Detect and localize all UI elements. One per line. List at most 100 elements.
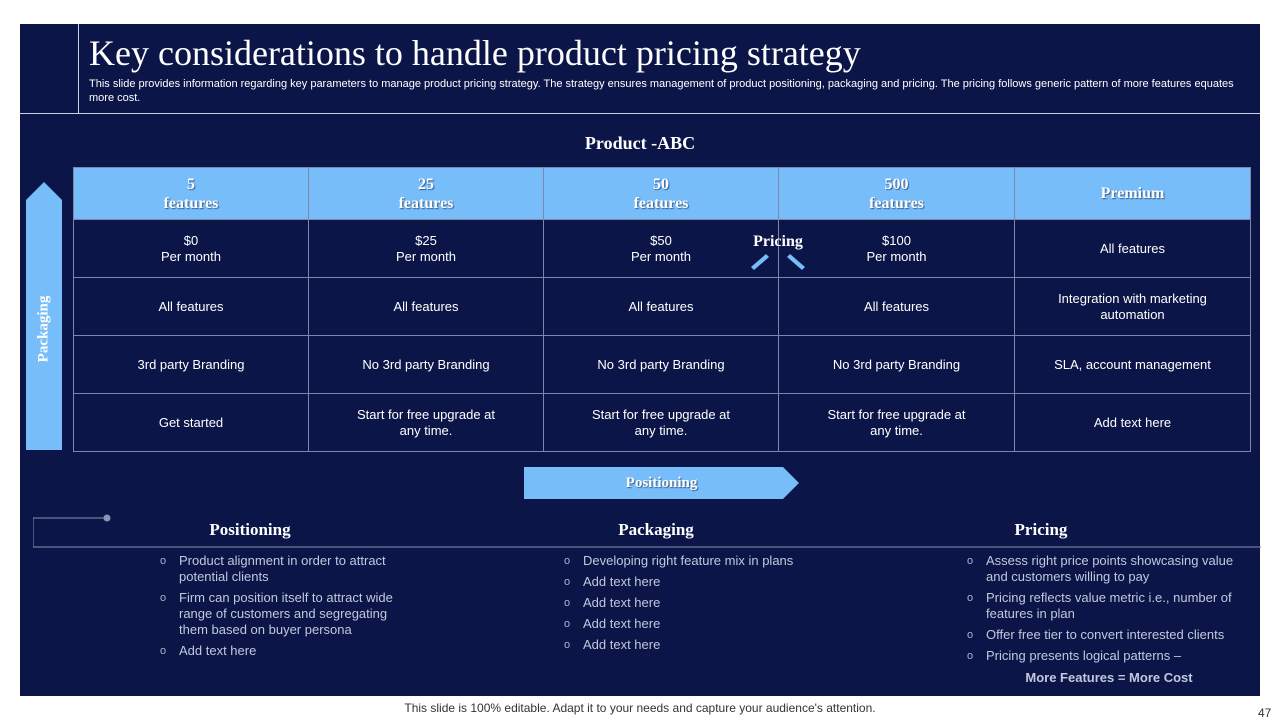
positioning-bullet-list: Product alignment in order to attract po… [160,553,412,664]
list-item: Add text here [564,595,834,611]
cell-line1: All features [1099,240,1166,256]
tier-header-line2: features [633,194,689,212]
tier-header-line1: 500 [884,175,909,193]
slide: Key considerations to handle product pri… [20,24,1261,696]
table-header-row: 5 features 25 features 50 features 500 featu… [73,167,1251,220]
table-cell: $25 Per month [308,219,544,278]
tier-header-line2: features [163,194,219,212]
pricing-arrows-icon [751,254,805,270]
packaging-side-label-text: Packaging [35,295,52,363]
section-connector-line [33,514,1261,548]
table-row: All features All features All features A… [73,277,1251,336]
table-cell: No 3rd party Branding [308,335,544,394]
slide-subtitle: This slide provides information regardin… [89,78,1234,104]
cell-line2: Per month [161,248,221,264]
cell-line1: All features [393,298,459,314]
tier-header-line1: 25 [418,175,434,193]
table-row: $0 Per month $25 Per month $50 Per month $1… [73,219,1251,278]
cell-line1: Start for free upgrade at [827,406,966,422]
table-cell: No 3rd party Branding [543,335,779,394]
slide-title: Key considerations to handle product pri… [89,33,861,73]
tier-header-line1: 50 [653,175,669,193]
table-cell: All features [308,277,544,336]
tier-header-line2: features [869,194,924,212]
cell-line2: any time. [634,422,688,438]
pricing-heading: Pricing [1014,520,1068,539]
table-cell: 3rd party Branding [73,335,309,394]
list-item: Add text here [160,643,412,659]
list-item: Developing right feature mix in plans [564,553,834,569]
footer-note: This slide is 100% editable. Adapt it to… [404,701,876,715]
pricing-emphasis: More Features = More Cost [1025,670,1193,685]
list-item: Product alignment in order to attract po… [160,553,412,585]
table-cell: All features [1014,219,1251,278]
packaging-bullet-list: Developing right feature mix in plans Ad… [564,553,834,658]
title-divider [78,24,79,113]
cell-line1: All features [158,298,224,314]
table-cell: Start for free upgrade at any time. [308,393,544,452]
table-row: Get started Start for free upgrade at any… [73,393,1251,452]
product-title: Product -ABC [584,133,696,153]
cell-line1: Start for free upgrade at [356,406,496,422]
list-item: Add text here [564,616,834,632]
table-cell: SLA, account management [1014,335,1251,394]
list-item: Add text here [564,574,834,590]
tier-header-line2: features [398,194,454,212]
list-item: Pricing reflects value metric i.e., numb… [967,590,1242,622]
pricing-table: 5 features 25 features 50 features 500 featu… [73,167,1251,452]
cell-line2: Per month [866,248,927,264]
tier-header-line1: Premium [1100,185,1165,202]
cell-line1: No 3rd party Branding [832,356,961,372]
cell-line1: SLA, account management [1054,356,1211,372]
cell-line1: No 3rd party Branding [362,356,490,372]
list-item: Firm can position itself to attract wide… [160,590,412,638]
table-cell: Get started [73,393,309,452]
cell-line1: Start for free upgrade at [591,406,731,422]
table-cell: All features [73,277,309,336]
table-cell: No 3rd party Branding [778,335,1015,394]
cell-line1: All features [628,298,694,314]
cell-line1: $25 [415,232,437,248]
title-block: Key considerations to handle product pri… [20,24,1260,114]
cell-line1: $50 [650,232,672,248]
positioning-arrow-icon [524,467,799,499]
table-cell: All features [543,277,779,336]
page-number: 47 [1258,706,1272,720]
cell-line1: 3rd party Branding [137,356,245,372]
cell-line2: Per month [631,248,691,264]
cell-line1: Integration with marketing [1058,290,1207,306]
cell-line1: All features [863,298,930,314]
table-cell: $50 Per month [543,219,779,278]
table-cell: Integration with marketing automation [1014,277,1251,336]
tier-header: 25 features [308,167,544,220]
packaging-side-label: Packaging [30,284,58,374]
list-item: Add text here [564,637,834,653]
table-cell: Start for free upgrade at any time. [778,393,1015,452]
cell-line1: $100 [882,232,911,248]
positioning-arrow-label: Positioning [625,475,698,491]
tier-header: 50 features [543,167,779,220]
table-cell: Start for free upgrade at any time. [543,393,779,452]
tier-header: Premium [1014,167,1251,220]
positioning-heading: Positioning [209,520,291,539]
packaging-heading: Packaging [618,520,694,539]
cell-line1: Add text here [1093,414,1172,430]
table-cell: $0 Per month [73,219,309,278]
pricing-bullet-list: Assess right price points showcasing val… [967,553,1242,669]
cell-line1: Get started [158,414,224,430]
table-cell: $100 Per month [778,219,1015,278]
cell-line2: automation [1100,306,1165,322]
packaging-arrow-icon [26,182,62,450]
cell-line1: No 3rd party Branding [597,356,725,372]
cell-line2: any time. [870,422,923,438]
tier-header-line1: 5 [187,175,195,193]
table-cell: Add text here [1014,393,1251,452]
list-item: Assess right price points showcasing val… [967,553,1242,585]
list-item: Pricing presents logical patterns – [967,648,1242,664]
cell-line1: $0 [183,232,199,248]
tier-header: 500 features [778,167,1015,220]
cell-line2: any time. [399,422,453,438]
list-item: Offer free tier to convert interested cl… [967,627,1242,643]
tier-header: 5 features [73,167,309,220]
pricing-overlay-label: Pricing [753,233,803,250]
